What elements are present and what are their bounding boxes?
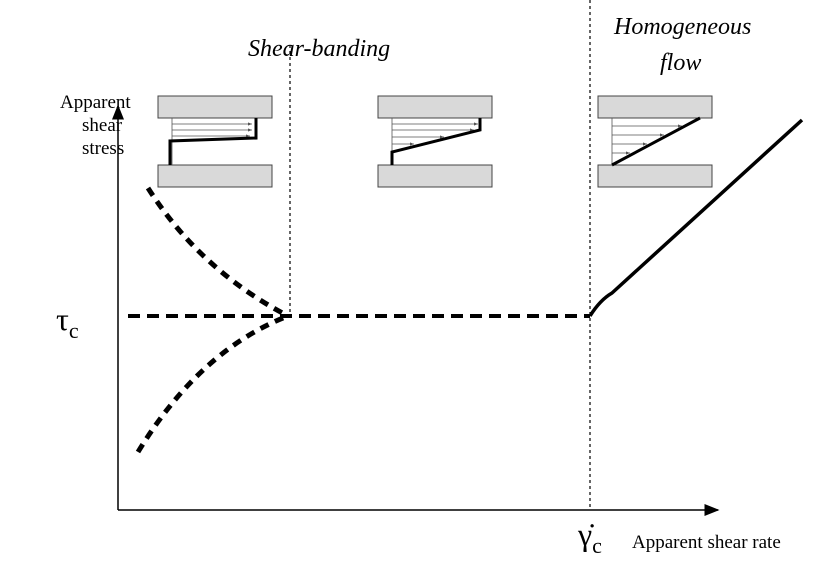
velocity-profile-icon bbox=[597, 95, 713, 188]
axis-label: stress bbox=[82, 138, 124, 159]
upper-branch bbox=[145, 186, 290, 319]
subscript: c bbox=[592, 533, 602, 558]
symbol: γ̇ bbox=[577, 516, 594, 552]
velocity-profile-icon bbox=[377, 95, 493, 188]
tau-label: τc bbox=[56, 301, 79, 343]
axis-label: Apparent bbox=[60, 92, 131, 113]
axis-label: Apparent shear rate bbox=[632, 532, 781, 553]
symbol: τ bbox=[56, 301, 69, 337]
lower-branch bbox=[135, 313, 289, 454]
region-label: flow bbox=[660, 50, 701, 76]
subscript: c bbox=[69, 318, 79, 343]
homogeneous-curve bbox=[588, 118, 804, 317]
velocity-profile-icon bbox=[157, 95, 273, 188]
region-label: Homogeneous bbox=[613, 14, 751, 40]
gamma-label: γ̇c bbox=[577, 516, 602, 558]
region-label: Shear-banding bbox=[248, 36, 390, 62]
axis-label: shear bbox=[82, 115, 123, 136]
